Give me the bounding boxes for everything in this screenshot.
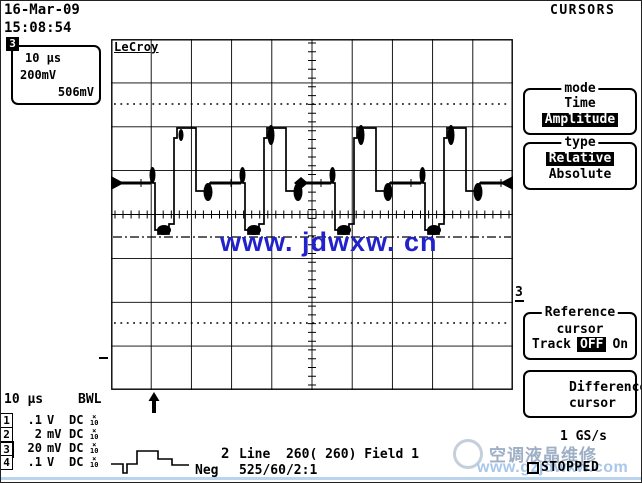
track-off-option[interactable]: OFF bbox=[577, 337, 607, 352]
time-label: 15:08:54 bbox=[4, 20, 72, 36]
channel-4-unit: V bbox=[47, 455, 55, 469]
channel-1-coupling: DC bbox=[69, 413, 84, 427]
channel-1-unit: V bbox=[47, 413, 55, 427]
channel-4-marker: 4 bbox=[1, 455, 13, 470]
sample-rate-label: 1 GS/s bbox=[560, 429, 607, 444]
trace-descriptor-box[interactable]: 10 µs 200mV 506mV bbox=[11, 45, 101, 105]
type-legend: type bbox=[561, 136, 599, 149]
panel-title: CURSORS bbox=[550, 3, 616, 18]
channel-2-coupling: DC bbox=[69, 427, 84, 441]
watermark-center: www. jdwxw. cn bbox=[220, 227, 438, 257]
trace-scale: 200mV bbox=[20, 68, 57, 82]
channel-1-scale: .1 bbox=[27, 413, 42, 427]
channel-2-unit: mV bbox=[47, 427, 62, 441]
trigger-line-info: Line 260( 260) Field 1 bbox=[239, 447, 420, 462]
watermark-site-name: 空调液晶维修 bbox=[489, 446, 597, 466]
channel-3-scale: 20 bbox=[27, 441, 42, 455]
acquisition-status: STOPPED bbox=[541, 460, 600, 475]
mode-option-time[interactable]: Time bbox=[564, 96, 596, 111]
trace-channel-tag: 3 bbox=[6, 37, 19, 51]
channel-3-probe-x10-icon: × 10 bbox=[90, 441, 99, 455]
watermark-logo-icon bbox=[453, 439, 483, 469]
track-label: Track bbox=[531, 337, 571, 352]
reference-cursor-group: Reference cursor Track OFF On bbox=[523, 306, 637, 360]
watermark-site-url: www.gzjdwxw.com bbox=[477, 459, 629, 476]
cursor-value: 506mV bbox=[57, 85, 94, 99]
difference-label-2: cursor bbox=[569, 396, 616, 411]
channel-4-coupling: DC bbox=[69, 455, 84, 469]
channel-2-probe-x10-icon: × 10 bbox=[90, 427, 99, 441]
right-channel-marker: 3 bbox=[515, 285, 523, 300]
trigger-standard: 525/60/2:1 bbox=[239, 463, 318, 478]
trace-timebase: 10 µs bbox=[25, 51, 62, 65]
trigger-slope-label: Neg bbox=[195, 463, 219, 478]
trigger-source: 2 bbox=[221, 446, 230, 462]
watermark-bottom-bar bbox=[1, 477, 641, 480]
date-label: 16-Mar-09 bbox=[4, 2, 80, 18]
channel-4-scale: .1 bbox=[27, 455, 42, 469]
channel-1-probe-x10-icon: × 10 bbox=[90, 413, 99, 427]
channel-2-marker: 2 bbox=[1, 427, 13, 442]
type-group: type Relative Absolute bbox=[523, 136, 637, 190]
mode-group: mode Time Amplitude bbox=[523, 82, 637, 135]
difference-label-1: Difference bbox=[569, 380, 642, 395]
trigger-time-marker bbox=[148, 392, 160, 413]
channel-1-marker: 1 bbox=[1, 413, 13, 428]
mode-legend: mode bbox=[561, 82, 599, 95]
left-edge-tick bbox=[99, 357, 108, 359]
type-option-absolute[interactable]: Absolute bbox=[548, 167, 612, 182]
tv-sync-icon bbox=[111, 450, 189, 474]
reference-legend: Reference bbox=[541, 306, 619, 319]
right-channel-marker-tick bbox=[515, 300, 524, 302]
channel-2-scale: 2 bbox=[34, 427, 42, 441]
timebase-label: 10 µs bbox=[4, 392, 44, 407]
difference-cursor-button[interactable]: Difference cursor bbox=[523, 370, 642, 418]
stop-icon bbox=[527, 462, 539, 474]
channel-3-coupling: DC bbox=[69, 441, 84, 455]
track-on-option[interactable]: On bbox=[612, 337, 629, 352]
graticule bbox=[111, 39, 513, 413]
mode-option-amplitude[interactable]: Amplitude bbox=[541, 113, 619, 127]
channel-4-probe-x10-icon: × 10 bbox=[90, 455, 99, 469]
waveform-noise bbox=[111, 125, 513, 235]
brand-logo: LeCroy bbox=[114, 40, 159, 54]
channel-3-unit: mV bbox=[47, 441, 62, 455]
reference-cursor-label: cursor bbox=[556, 322, 604, 337]
bwl-label: BWL bbox=[78, 392, 102, 407]
type-option-relative[interactable]: Relative bbox=[545, 152, 615, 166]
